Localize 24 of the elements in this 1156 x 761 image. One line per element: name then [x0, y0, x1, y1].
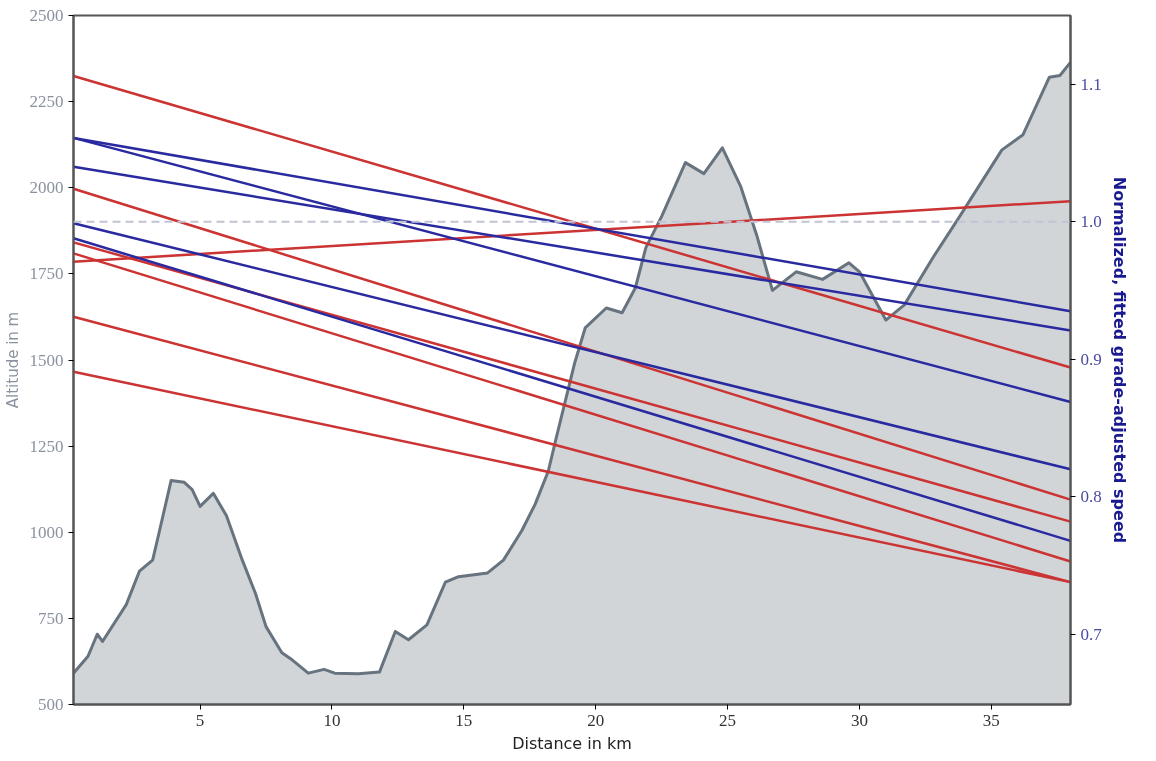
x-tick-label: 15 — [455, 710, 473, 730]
y2-tick-label: 0.7 — [1080, 624, 1103, 644]
y-tick-label: 1000 — [29, 522, 64, 542]
y-tick-label: 750 — [38, 608, 64, 628]
y-tick-label: 1750 — [29, 264, 64, 284]
y-tick-label: 2000 — [29, 178, 64, 198]
x-axis-title: Distance in km — [512, 733, 632, 753]
x-tick-label: 35 — [982, 710, 1000, 730]
x-tick-label: 25 — [719, 710, 737, 730]
y2-axis-title: Normalized, fitted grade-adjusted speed — [1109, 176, 1129, 544]
x-tick-label: 10 — [323, 710, 341, 730]
y-axis-title: Altitude in m — [3, 311, 22, 409]
y-tick-label: 2250 — [29, 92, 64, 112]
y-tick-label: 1500 — [29, 350, 64, 370]
x-tick-label: 5 — [195, 710, 205, 730]
y-tick-label: 2500 — [29, 6, 64, 25]
y2-tick-label: 0.9 — [1080, 349, 1102, 369]
y-tick-label: 1250 — [29, 436, 64, 456]
y2-tick-label: 1.1 — [1080, 74, 1102, 94]
x-tick-label: 30 — [850, 710, 868, 730]
y2-tick-label: 0.8 — [1080, 487, 1102, 507]
x-tick-label: 20 — [587, 710, 605, 730]
y-tick-label: 500 — [38, 695, 64, 714]
y2-tick-label: 1.0 — [1080, 212, 1102, 232]
